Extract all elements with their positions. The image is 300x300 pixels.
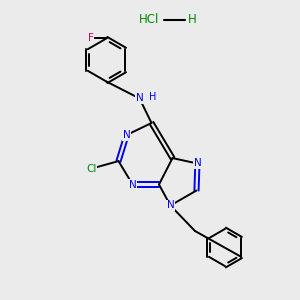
Text: N: N	[136, 93, 143, 103]
Text: HCl: HCl	[139, 13, 160, 26]
Text: F: F	[88, 33, 94, 43]
Text: Cl: Cl	[86, 164, 97, 174]
Text: N: N	[129, 179, 136, 190]
Text: H: H	[149, 92, 157, 102]
Text: N: N	[194, 158, 201, 169]
Text: N: N	[167, 200, 174, 211]
Text: N: N	[123, 130, 130, 140]
Text: H: H	[188, 13, 196, 26]
